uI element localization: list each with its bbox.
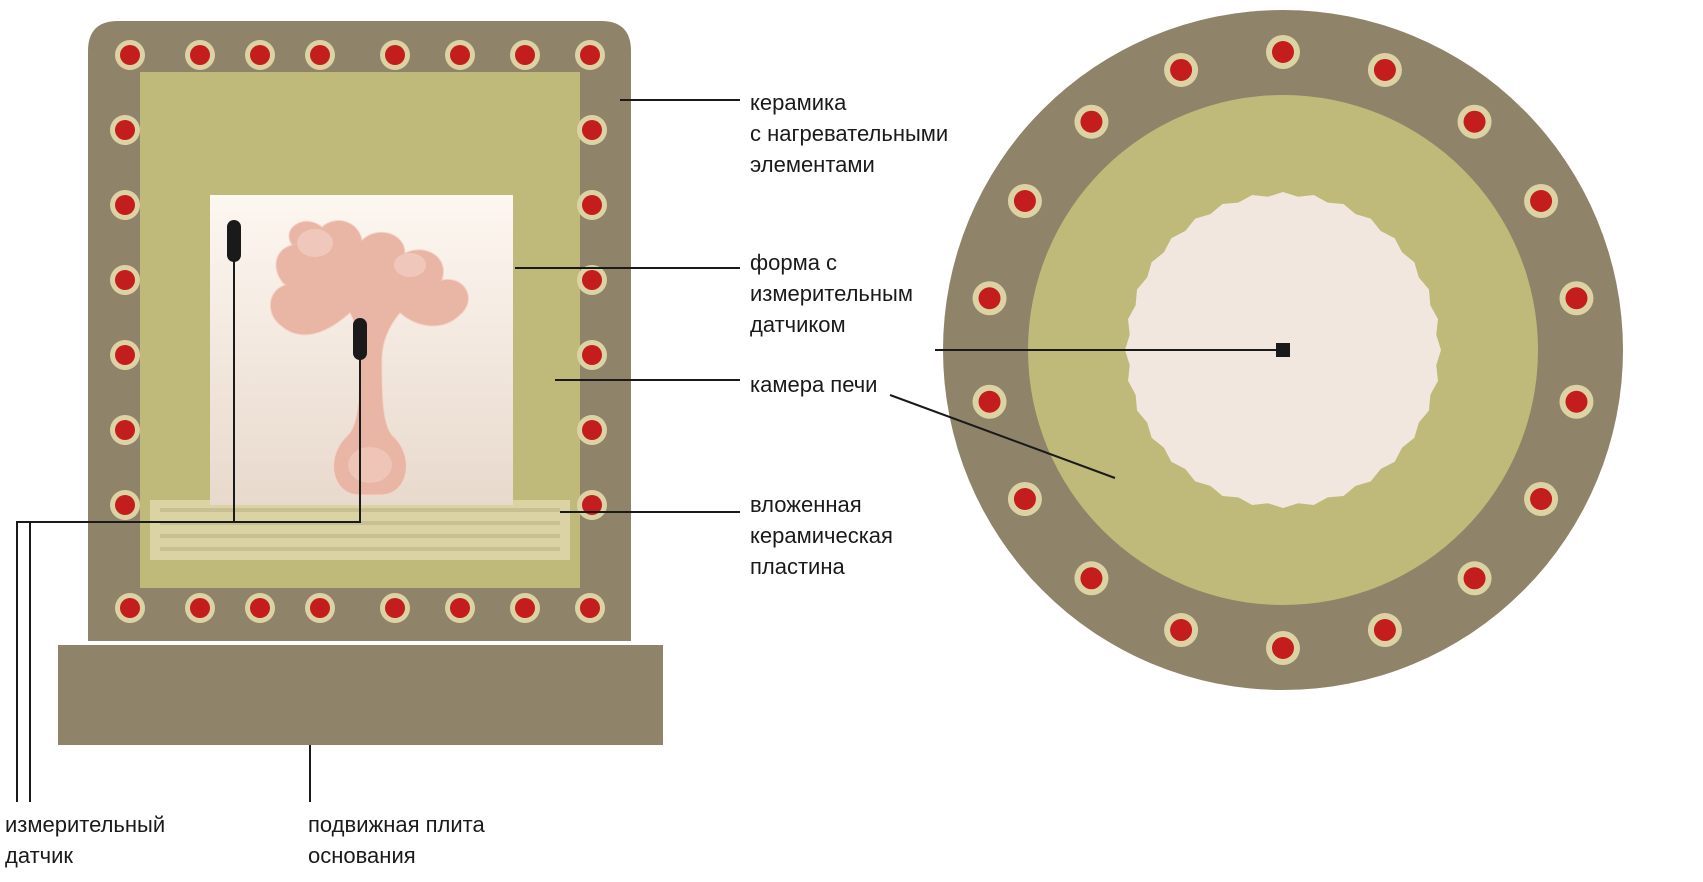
top-heater-core	[1565, 287, 1587, 309]
top-heater-core	[1170, 59, 1192, 81]
heater-core	[250, 598, 270, 618]
heater-core	[580, 45, 600, 65]
heater-core	[310, 598, 330, 618]
base-plate	[58, 645, 663, 745]
heater-core	[515, 598, 535, 618]
heater-core	[190, 45, 210, 65]
top-heater-core	[1374, 59, 1396, 81]
heater-core	[385, 598, 405, 618]
top-heater-core	[1080, 111, 1102, 133]
sensor-left	[227, 220, 241, 262]
heater-core	[582, 195, 602, 215]
top-heater-core	[1272, 41, 1294, 63]
top-heater-core	[1530, 190, 1552, 212]
top-heater-core	[1565, 391, 1587, 413]
heater-core	[310, 45, 330, 65]
top-heater-core	[1464, 111, 1486, 133]
top-heater-core	[1170, 619, 1192, 641]
heater-core	[582, 420, 602, 440]
heater-core	[115, 270, 135, 290]
heater-core	[450, 598, 470, 618]
top-heater-core	[1374, 619, 1396, 641]
heater-core	[580, 598, 600, 618]
label-mold-with-sensor: форма сизмерительнымдатчиком	[750, 248, 913, 340]
heater-core	[190, 598, 210, 618]
top-heater-core	[1080, 567, 1102, 589]
casting-highlight	[348, 447, 392, 483]
label-movable-base: подвижная плитаоснования	[308, 810, 485, 872]
top-heater-core	[1272, 637, 1294, 659]
heater-core	[450, 45, 470, 65]
heater-core	[115, 495, 135, 515]
heater-core	[120, 598, 140, 618]
heater-core	[515, 45, 535, 65]
casting-highlight	[394, 253, 426, 277]
heater-core	[250, 45, 270, 65]
heater-core	[582, 270, 602, 290]
heater-core	[385, 45, 405, 65]
top-heater-core	[1014, 190, 1036, 212]
heater-core	[115, 195, 135, 215]
label-measuring-sensor: измерительныйдатчик	[5, 810, 165, 872]
heater-core	[120, 45, 140, 65]
heater-core	[115, 345, 135, 365]
heater-core	[115, 120, 135, 140]
heater-core	[582, 120, 602, 140]
top-heater-core	[1014, 488, 1036, 510]
diagram-root: керамикас нагревательнымиэлементами форм…	[0, 0, 1703, 882]
top-heater-core	[979, 391, 1001, 413]
plate-stripe	[160, 547, 560, 551]
top-heater-core	[1464, 567, 1486, 589]
label-ceramic-plate: вложеннаякерамическаяпластина	[750, 490, 893, 582]
top-heater-core	[1530, 488, 1552, 510]
heater-core	[582, 345, 602, 365]
casting-highlight	[297, 229, 333, 257]
sensor-center	[353, 318, 367, 360]
label-furnace-chamber: камера печи	[750, 370, 877, 401]
top-heater-core	[979, 287, 1001, 309]
heater-core	[115, 420, 135, 440]
label-ceramic-heaters: керамикас нагревательнымиэлементами	[750, 88, 948, 180]
plate-stripe	[160, 534, 560, 538]
